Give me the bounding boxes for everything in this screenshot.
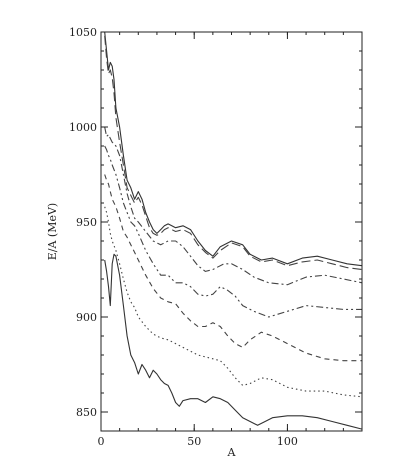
series-line-4 xyxy=(104,145,362,318)
x-tick-label: 50 xyxy=(187,435,201,448)
y-tick-label: 1000 xyxy=(69,121,97,134)
series-line-5 xyxy=(104,174,362,362)
plot-frame xyxy=(100,31,363,432)
y-tick-label: 900 xyxy=(76,311,97,324)
series-line-1 xyxy=(104,31,363,267)
series-line-6 xyxy=(104,206,363,398)
y-tick-label: 950 xyxy=(76,216,97,229)
series-line-3 xyxy=(104,126,363,286)
x-tick-label: 100 xyxy=(277,435,298,448)
series-line-7 xyxy=(104,253,363,430)
series-line-2 xyxy=(104,35,363,271)
axes-layer: 0 50 100 850 900 950 1000 1050 xyxy=(69,26,363,448)
y-tick-label: 850 xyxy=(76,406,97,419)
x-tick-label: 0 xyxy=(98,435,105,448)
series-layer xyxy=(104,31,363,430)
y-axis-label: E/A (MeV) xyxy=(46,203,59,260)
x-axis-label: A xyxy=(227,446,237,459)
y-tick-label: 1050 xyxy=(69,26,97,39)
